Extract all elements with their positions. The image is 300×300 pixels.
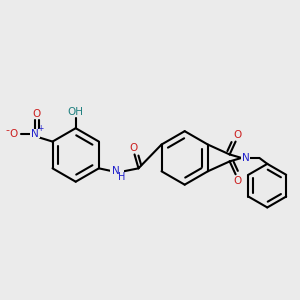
Bar <box>68 108 84 117</box>
Text: N: N <box>112 166 120 176</box>
Bar <box>8 129 20 138</box>
Text: O: O <box>233 176 242 186</box>
Text: N: N <box>242 153 249 163</box>
Text: O: O <box>129 142 138 152</box>
Text: +: + <box>38 124 44 133</box>
Bar <box>30 129 40 138</box>
Bar <box>232 177 244 186</box>
Bar <box>128 143 140 152</box>
Text: OH: OH <box>68 107 84 117</box>
Text: N: N <box>31 129 39 139</box>
Text: H: H <box>118 172 125 182</box>
Bar <box>110 167 124 176</box>
Bar <box>232 130 244 139</box>
Text: -: - <box>6 125 10 135</box>
Text: O: O <box>233 130 242 140</box>
Text: O: O <box>10 129 18 139</box>
Bar <box>31 110 43 118</box>
Text: O: O <box>33 109 41 119</box>
Bar <box>241 154 250 162</box>
